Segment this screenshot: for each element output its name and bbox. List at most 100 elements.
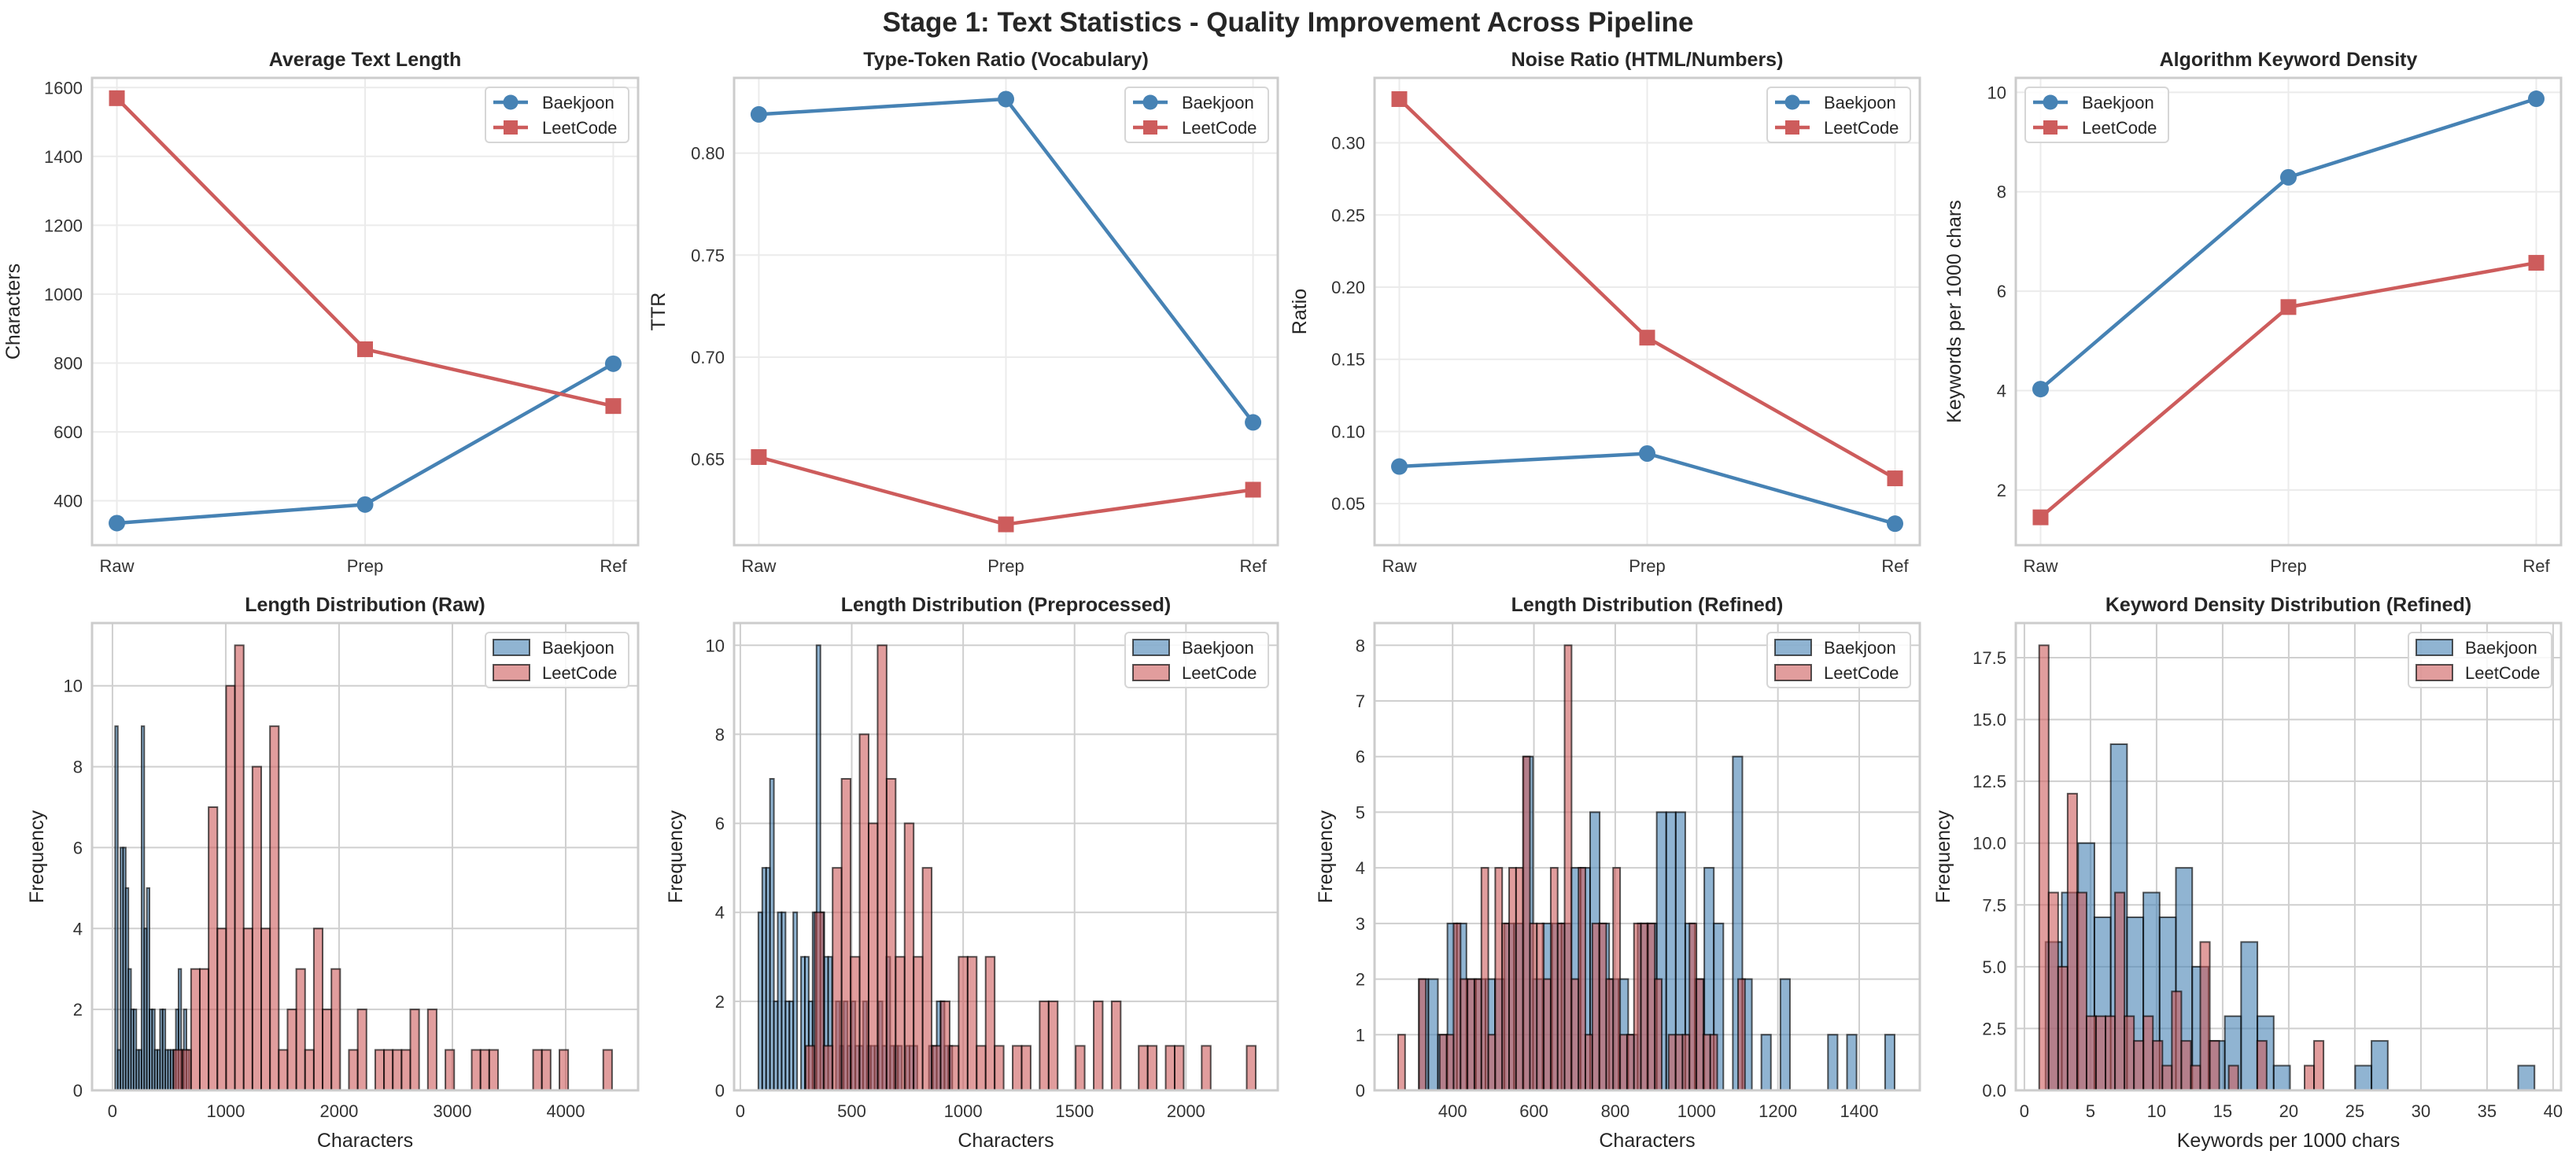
y-tick-label: 15.0 bbox=[1973, 710, 2006, 730]
x-tick-label: 0 bbox=[736, 1101, 745, 1121]
x-tick-label: 35 bbox=[2478, 1101, 2497, 1121]
x-tick-label: 0 bbox=[108, 1101, 117, 1121]
legend-label: LeetCode bbox=[542, 663, 617, 683]
histogram-bar bbox=[1164, 1045, 1175, 1092]
legend-item-baekjoon: Baekjoon bbox=[1774, 638, 1896, 658]
data-point bbox=[2528, 90, 2545, 108]
y-tick-label: 3 bbox=[1356, 914, 1365, 934]
histogram-bar bbox=[1536, 922, 1545, 1092]
y-tick-label: 0.10 bbox=[1331, 422, 1365, 441]
histogram-bar bbox=[1445, 1034, 1455, 1092]
axes-frame bbox=[1373, 76, 1921, 547]
histogram-bar bbox=[1549, 867, 1559, 1091]
y-tick-label: 0.30 bbox=[1331, 134, 1365, 153]
y-tick-label: 5.0 bbox=[1982, 957, 2006, 977]
histogram-bar bbox=[1093, 1000, 1104, 1092]
histogram-bar bbox=[1654, 978, 1663, 1091]
data-point bbox=[356, 496, 374, 513]
legend-item-baekjoon: Baekjoon bbox=[1133, 93, 1254, 112]
data-point bbox=[1391, 90, 1408, 107]
x-tick-label: 4000 bbox=[546, 1101, 585, 1121]
histogram-bar bbox=[1543, 978, 1552, 1091]
histogram-bar bbox=[1487, 1034, 1497, 1092]
x-tick-label: Prep bbox=[347, 556, 383, 576]
histogram-bar bbox=[1480, 867, 1489, 1091]
x-tick-label: Raw bbox=[2023, 556, 2057, 576]
y-axis-label: Frequency bbox=[1932, 809, 1954, 903]
histogram-bar bbox=[400, 1049, 411, 1091]
histogram-bar bbox=[1508, 867, 1517, 1091]
legend-item-leetcode: LeetCode bbox=[1132, 663, 1257, 683]
legend-item-baekjoon: Baekjoon bbox=[1775, 93, 1896, 112]
x-tick-label: 0 bbox=[2020, 1101, 2029, 1121]
histogram-bar bbox=[1522, 755, 1531, 1091]
histogram-bar bbox=[1591, 922, 1600, 1092]
legend-item-baekjoon: Baekjoon bbox=[493, 93, 614, 112]
data-point bbox=[605, 398, 622, 415]
y-tick-label: 8 bbox=[715, 725, 725, 744]
legend-label: Baekjoon bbox=[1824, 638, 1896, 658]
y-tick-label: 6 bbox=[73, 838, 83, 857]
series-leetcode bbox=[751, 448, 1261, 533]
histogram-bar bbox=[804, 1045, 816, 1092]
subplot-title: Length Distribution (Refined) bbox=[1511, 594, 1784, 616]
axes-frame bbox=[90, 76, 640, 547]
data-point bbox=[2280, 299, 2297, 315]
legend-item-baekjoon: Baekjoon bbox=[493, 638, 614, 658]
x-tick-label: Raw bbox=[741, 556, 776, 576]
data-point bbox=[998, 90, 1014, 108]
legend-item-leetcode: LeetCode bbox=[1133, 118, 1257, 138]
y-axis-label: Ratio bbox=[1289, 289, 1311, 334]
histogram-bar bbox=[1605, 978, 1615, 1091]
subplot: 0.65 0.70 0.75 0.80 Raw Prep Ref Type-Token Rat… bbox=[648, 49, 1279, 576]
histogram-bar bbox=[1138, 1045, 1149, 1092]
histogram-bar bbox=[984, 956, 996, 1092]
histogram-bar bbox=[1709, 1034, 1718, 1092]
figure-title: Stage 1: Text Statistics - Quality Impro… bbox=[883, 7, 1694, 38]
square-marker-icon bbox=[1785, 120, 1799, 135]
histogram-bar bbox=[2256, 1040, 2268, 1091]
x-tick-label: 500 bbox=[837, 1101, 866, 1121]
histogram-bar bbox=[2240, 941, 2259, 1092]
legend: Baekjoon LeetCode bbox=[1766, 87, 1911, 143]
histogram-bar bbox=[1612, 867, 1622, 1091]
y-tick-label: 2.5 bbox=[1982, 1019, 2006, 1038]
x-tick-label: Raw bbox=[1382, 556, 1416, 576]
histogram-bar bbox=[251, 765, 263, 1091]
y-tick-label: 10 bbox=[64, 677, 83, 696]
data-point bbox=[1639, 330, 1655, 346]
data-point bbox=[2032, 381, 2049, 398]
histogram-bar bbox=[1467, 978, 1475, 1091]
x-tick-label: 1000 bbox=[206, 1101, 245, 1121]
data-point bbox=[751, 448, 767, 465]
legend-patch-swatch bbox=[1774, 664, 1812, 681]
axes-frame bbox=[1373, 621, 1921, 1092]
data-point bbox=[750, 105, 767, 123]
histogram-bar bbox=[1529, 922, 1538, 1092]
histogram-bar bbox=[1578, 867, 1587, 1091]
histogram-bar bbox=[383, 1049, 394, 1091]
histogram-bar bbox=[295, 968, 306, 1091]
histogram-bar bbox=[814, 911, 825, 1091]
histogram-bar bbox=[278, 1049, 289, 1091]
y-tick-label: 1200 bbox=[44, 216, 83, 235]
histogram-bar bbox=[2133, 1040, 2145, 1091]
subplot-title: Length Distribution (Raw) bbox=[245, 594, 485, 616]
y-tick-label: 8 bbox=[73, 758, 83, 777]
histogram-bar bbox=[471, 1049, 482, 1091]
histogram-bar bbox=[558, 1049, 570, 1091]
series-baekjoon bbox=[109, 355, 622, 532]
x-axis-label: Characters bbox=[317, 1130, 413, 1152]
histogram-bar bbox=[2095, 1015, 2107, 1091]
data-point bbox=[1391, 458, 1408, 475]
circle-marker-icon bbox=[1784, 94, 1800, 110]
histogram-bar bbox=[1667, 1034, 1677, 1092]
legend-item-leetcode: LeetCode bbox=[1774, 663, 1899, 683]
histogram-bar bbox=[2227, 1064, 2239, 1091]
series-leetcode bbox=[2032, 255, 2545, 526]
y-tick-label: 0.0 bbox=[1982, 1081, 2006, 1101]
histogram-bar bbox=[895, 956, 906, 1092]
legend-label: Baekjoon bbox=[1182, 638, 1254, 658]
axes-frame bbox=[733, 76, 1279, 547]
y-tick-label: 4 bbox=[1356, 858, 1365, 878]
